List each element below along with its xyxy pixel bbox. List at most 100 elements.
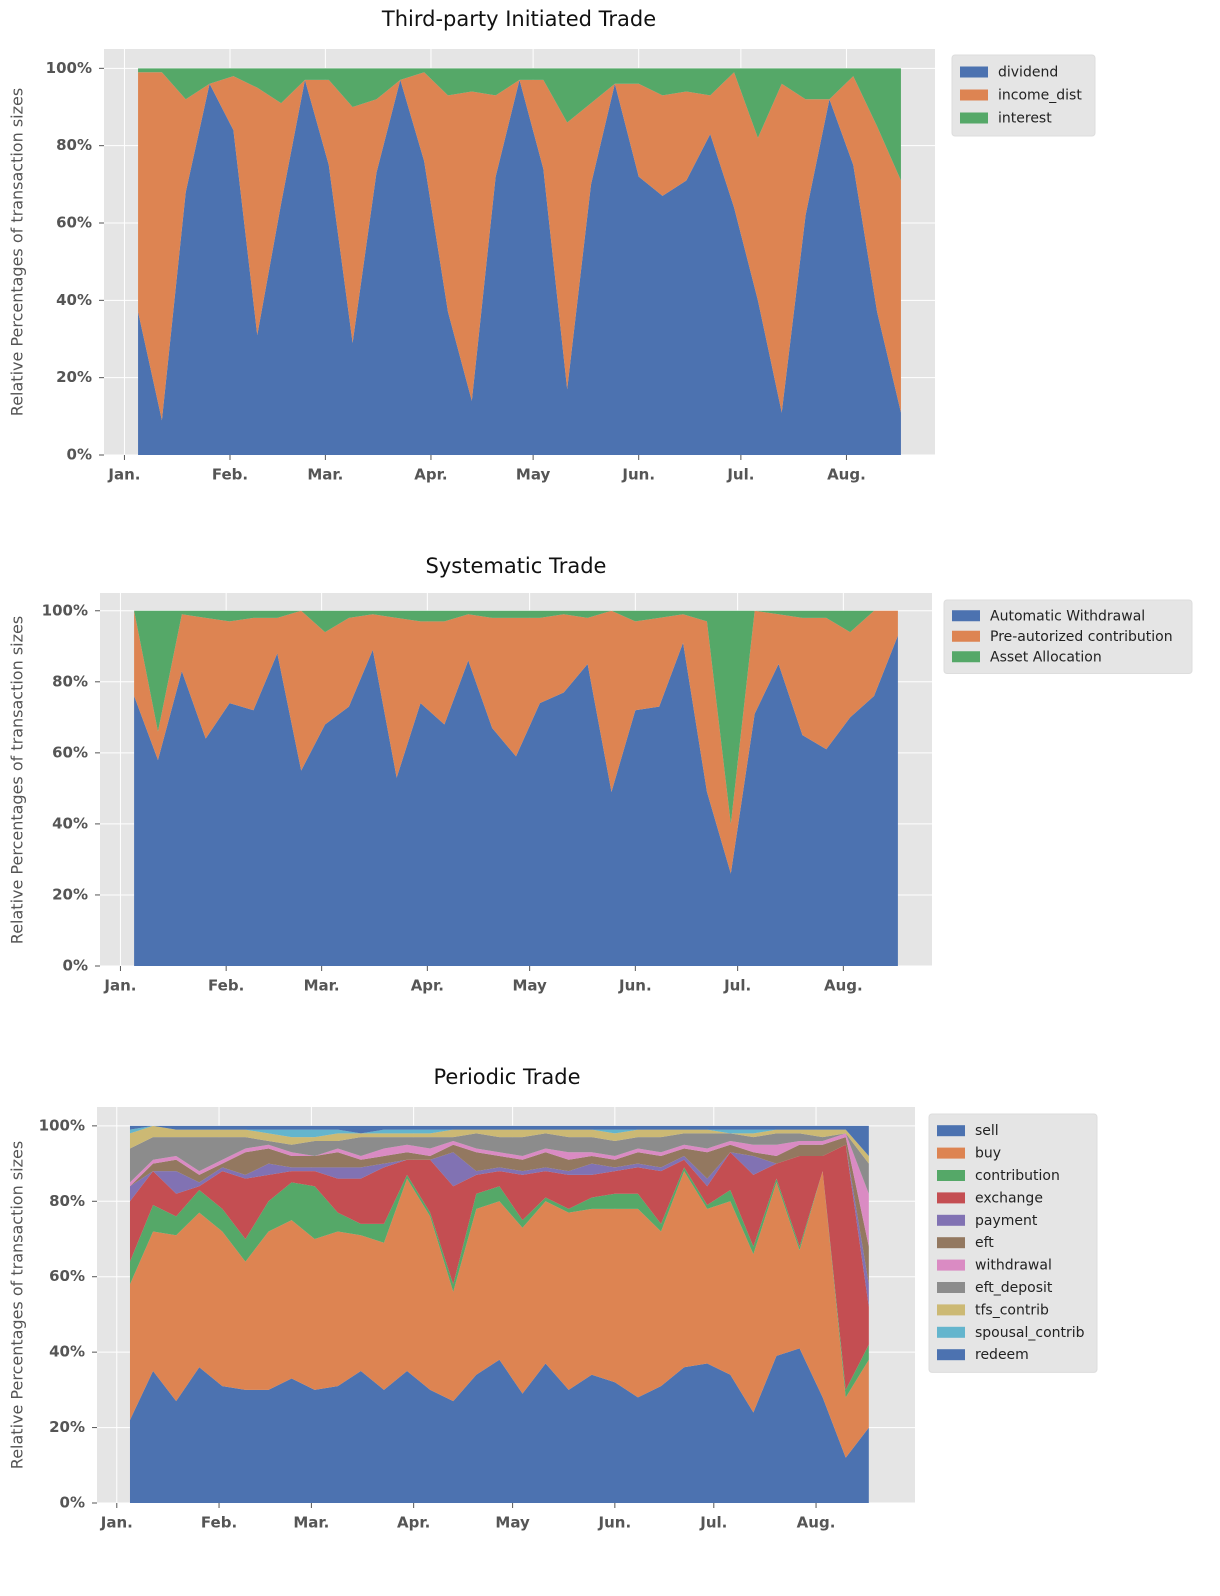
legend-label: eft_deposit bbox=[975, 1280, 1053, 1296]
y-axis-label: Relative Percentages of transaction size… bbox=[8, 88, 27, 416]
chart: Systematic Trade Relative Percentages of … bbox=[8, 554, 1193, 995]
y-tick-label: 40% bbox=[56, 291, 92, 309]
legend-swatch bbox=[937, 1304, 965, 1316]
legend-label: income_dist bbox=[998, 88, 1082, 104]
legend-swatch bbox=[952, 630, 980, 642]
area bbox=[129, 1171, 869, 1458]
legend-swatch bbox=[937, 1237, 965, 1249]
area bbox=[129, 1133, 869, 1194]
chart-title: Systematic Trade bbox=[426, 554, 607, 578]
legend-swatch bbox=[937, 1170, 965, 1181]
legend-label: Automatic Withdrawal bbox=[990, 608, 1145, 624]
x-tick-label: Jan. bbox=[103, 977, 136, 995]
x-tick-label: Aug. bbox=[824, 977, 863, 995]
legend-label: dividend bbox=[998, 65, 1058, 81]
legend-swatch bbox=[937, 1125, 965, 1137]
x-tick-label: Feb. bbox=[208, 977, 244, 995]
legend-swatch bbox=[937, 1259, 965, 1271]
y-tick-label: 20% bbox=[52, 885, 88, 903]
area bbox=[129, 1348, 869, 1503]
y-tick-label: 60% bbox=[49, 1267, 85, 1285]
legend-label: redeem bbox=[975, 1347, 1029, 1363]
y-tick-label: 20% bbox=[49, 1418, 85, 1436]
y-tick-label: 60% bbox=[56, 214, 92, 232]
x-tick-label: Aug. bbox=[797, 1514, 836, 1532]
chart-title: Third-party Initiated Trade bbox=[381, 7, 656, 31]
chart-title: Periodic Trade bbox=[433, 1065, 580, 1089]
x-tick-label: Jul. bbox=[699, 1514, 727, 1532]
chart: Third-party Initiated Trade Relative Perc… bbox=[8, 7, 1096, 484]
legend-label: eft bbox=[975, 1235, 994, 1251]
area bbox=[129, 1125, 869, 1164]
legend-label: interest bbox=[998, 111, 1052, 127]
y-tick-label: 100% bbox=[39, 1116, 85, 1134]
x-tick-label: May bbox=[516, 466, 551, 484]
y-tick-label: 80% bbox=[49, 1192, 85, 1210]
x-tick-label: Jun. bbox=[598, 1514, 632, 1532]
chart: Periodic Trade Relative Percentages of tr… bbox=[8, 1065, 1098, 1532]
area bbox=[129, 1125, 869, 1157]
area bbox=[134, 610, 898, 874]
x-tick-label: Apr. bbox=[397, 1514, 430, 1532]
x-tick-label: Jan. bbox=[107, 466, 140, 484]
y-tick-label: 60% bbox=[52, 743, 88, 761]
legend-swatch bbox=[937, 1147, 965, 1159]
x-tick-label: Apr. bbox=[414, 466, 447, 484]
x-tick-label: Jun. bbox=[621, 466, 655, 484]
area bbox=[138, 79, 901, 456]
x-tick-label: Mar. bbox=[304, 977, 340, 995]
legend-label: Pre-autorized contribution bbox=[990, 629, 1173, 645]
x-tick-label: Apr. bbox=[411, 977, 444, 995]
legend-label: sell bbox=[975, 1123, 999, 1139]
x-tick-label: Jul. bbox=[723, 977, 751, 995]
area bbox=[138, 68, 901, 181]
area bbox=[129, 1133, 869, 1247]
x-tick-label: Feb. bbox=[201, 1514, 237, 1532]
legend-swatch bbox=[960, 89, 988, 101]
area bbox=[138, 72, 901, 421]
legend-label: contribution bbox=[975, 1168, 1060, 1184]
area bbox=[134, 635, 898, 966]
y-tick-label: 40% bbox=[49, 1343, 85, 1361]
legend-label: spousal_contrib bbox=[975, 1325, 1085, 1341]
y-tick-label: 20% bbox=[56, 368, 92, 386]
legend-label: withdrawal bbox=[975, 1258, 1052, 1274]
legend-swatch bbox=[960, 112, 988, 124]
legend-swatch bbox=[960, 66, 988, 78]
x-tick-label: Mar. bbox=[293, 1514, 329, 1532]
legend-label: exchange bbox=[975, 1190, 1043, 1206]
y-tick-label: 0% bbox=[60, 1494, 85, 1512]
legend-box bbox=[943, 599, 1193, 674]
y-axis-label: Relative Percentages of transaction size… bbox=[8, 1141, 27, 1469]
area bbox=[129, 1125, 869, 1157]
legend-swatch bbox=[937, 1326, 965, 1338]
x-tick-label: Aug. bbox=[827, 466, 866, 484]
legend-swatch bbox=[937, 1214, 965, 1226]
legend-box bbox=[928, 1113, 1098, 1373]
y-tick-label: 80% bbox=[56, 136, 92, 154]
legend-label: buy bbox=[975, 1146, 1001, 1162]
y-tick-label: 100% bbox=[46, 59, 92, 77]
x-tick-label: May bbox=[495, 1514, 530, 1532]
legend-swatch bbox=[937, 1282, 965, 1293]
x-tick-label: Mar. bbox=[307, 466, 343, 484]
y-tick-label: 0% bbox=[67, 446, 92, 464]
area bbox=[129, 1137, 869, 1285]
area bbox=[129, 1144, 869, 1390]
x-tick-label: Jul. bbox=[726, 466, 754, 484]
y-tick-label: 0% bbox=[63, 957, 88, 975]
legend-label: tfs_contrib bbox=[975, 1302, 1049, 1318]
x-tick-label: Feb. bbox=[212, 466, 248, 484]
legend-swatch bbox=[952, 651, 980, 663]
x-tick-label: Jan. bbox=[100, 1514, 133, 1532]
x-tick-label: Jun. bbox=[618, 977, 652, 995]
y-tick-label: 80% bbox=[52, 672, 88, 690]
legend-label: Asset Allocation bbox=[990, 649, 1102, 665]
x-tick-label: May bbox=[512, 977, 547, 995]
y-axis-label: Relative Percentages of transaction size… bbox=[8, 616, 27, 944]
legend-swatch bbox=[952, 610, 980, 622]
legend-label: payment bbox=[975, 1213, 1038, 1229]
legend-swatch bbox=[937, 1349, 965, 1361]
y-tick-label: 40% bbox=[52, 814, 88, 832]
